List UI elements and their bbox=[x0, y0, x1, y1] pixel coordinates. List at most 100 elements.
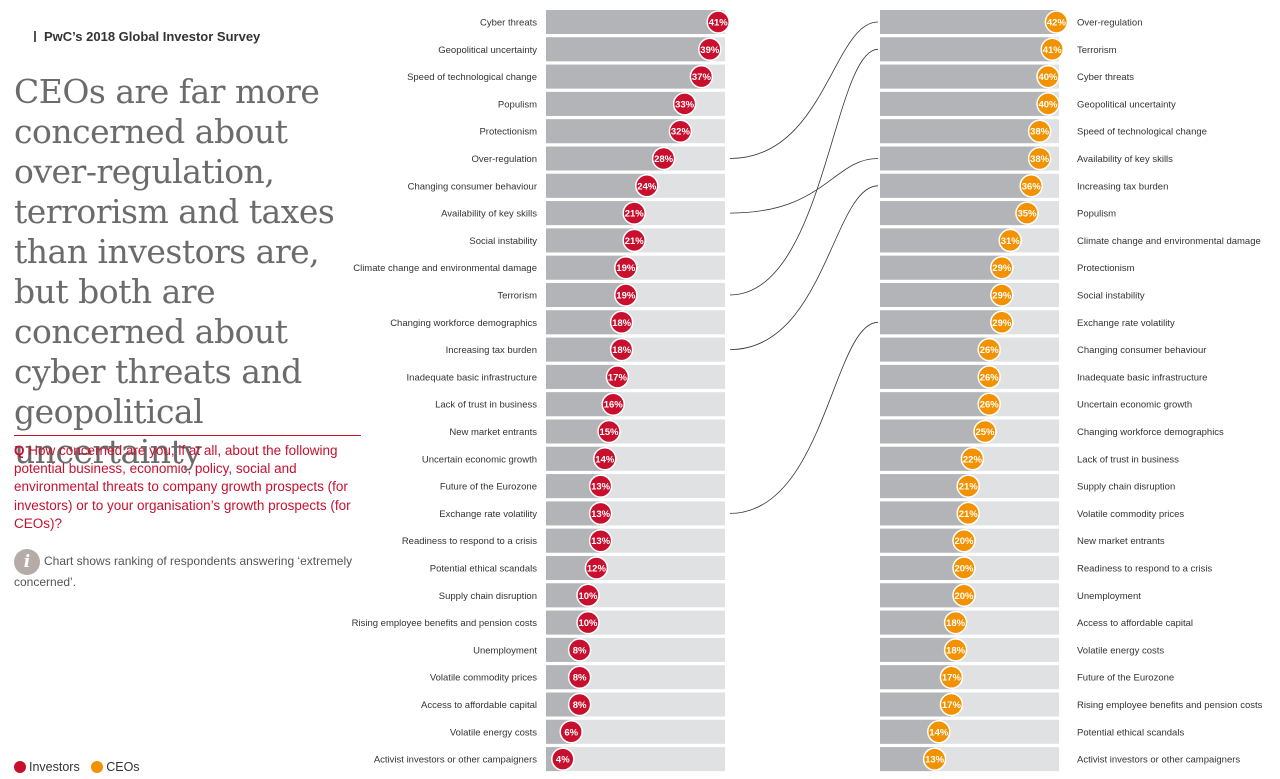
investor-value-label-2: 39% bbox=[700, 45, 720, 56]
investor-value-label-9: 21% bbox=[625, 236, 645, 247]
investor-category-label-18: Future of the Eurozone bbox=[440, 482, 537, 493]
ceo-category-label-13: Changing consumer behaviour bbox=[1077, 345, 1206, 356]
ceo-bar-12 bbox=[880, 310, 1002, 335]
ceo-category-label-6: Availability of key skills bbox=[1077, 154, 1173, 165]
investor-value-marker-21 bbox=[584, 556, 609, 580]
investor-category-label-26: Access to affordable capital bbox=[421, 700, 537, 711]
ceo-category-label-3: Cyber threats bbox=[1077, 72, 1134, 83]
chart-note: i Chart shows ranking of respondents answ… bbox=[14, 549, 394, 589]
investor-category-label-5: Protectionism bbox=[479, 127, 537, 138]
ceo-value-marker-16 bbox=[973, 419, 997, 444]
headline: CEOs are far more concerned about over-r… bbox=[14, 72, 335, 471]
ceo-value-label-11: 29% bbox=[992, 291, 1012, 302]
ceo-value-label-6: 38% bbox=[1030, 154, 1050, 165]
legend: Investors CEOs bbox=[14, 760, 148, 774]
connector-line-4 bbox=[729, 185, 879, 350]
investor-value-label-11: 19% bbox=[616, 291, 636, 302]
ceo-value-marker-26 bbox=[939, 692, 964, 717]
ceo-category-label-27: Potential ethical scandals bbox=[1077, 727, 1184, 738]
connector-line-2 bbox=[729, 48, 879, 296]
legend-item-ceos: CEOs bbox=[91, 760, 140, 774]
ceo-bar-14 bbox=[880, 364, 990, 389]
investor-value-label-27: 6% bbox=[564, 727, 578, 738]
ceo-category-label-2: Terrorism bbox=[1077, 45, 1117, 56]
ceo-value-marker-2 bbox=[1040, 37, 1064, 62]
investor-value-label-8: 21% bbox=[625, 209, 645, 220]
investor-value-marker-14 bbox=[605, 365, 630, 389]
investor-value-marker-12 bbox=[609, 310, 634, 335]
investor-value-marker-6 bbox=[651, 146, 676, 171]
ceo-bar-20 bbox=[880, 528, 964, 553]
investor-value-label-5: 32% bbox=[671, 127, 691, 138]
ceo-value-marker-14 bbox=[977, 365, 1001, 389]
ceo-bar-1 bbox=[880, 10, 1057, 34]
note-text: Chart shows ranking of respondents answe… bbox=[14, 554, 353, 589]
legend-item-investors: Investors bbox=[14, 760, 80, 774]
ceo-value-marker-15 bbox=[977, 392, 1001, 416]
investor-value-marker-20 bbox=[588, 528, 613, 553]
investor-bar-8 bbox=[546, 201, 635, 226]
investor-value-marker-28 bbox=[551, 747, 575, 771]
ceo-bar-9 bbox=[880, 228, 1011, 253]
ceo-value-marker-27 bbox=[927, 720, 951, 744]
investor-value-marker-18 bbox=[588, 474, 613, 498]
ceo-value-marker-23 bbox=[943, 610, 968, 635]
question-prefix: Q bbox=[14, 443, 25, 458]
ceo-category-label-5: Speed of technological change bbox=[1077, 127, 1207, 138]
investor-value-marker-10 bbox=[614, 255, 638, 280]
ceo-category-label-25: Future of the Eurozone bbox=[1077, 673, 1174, 684]
investor-bar-11 bbox=[546, 283, 626, 307]
investor-value-label-22: 10% bbox=[578, 591, 598, 602]
ceo-bar-6 bbox=[880, 146, 1040, 171]
investor-value-marker-17 bbox=[593, 447, 617, 471]
investor-category-label-20: Readiness to respond to a crisis bbox=[402, 536, 537, 547]
investor-value-label-21: 12% bbox=[587, 564, 607, 575]
ceo-value-label-27: 14% bbox=[929, 727, 949, 738]
investor-bar-7 bbox=[546, 173, 647, 198]
investor-value-marker-23 bbox=[576, 610, 600, 635]
investor-value-label-4: 33% bbox=[675, 99, 695, 110]
investor-category-label-7: Changing consumer behaviour bbox=[408, 181, 537, 192]
ceo-value-label-2: 41% bbox=[1043, 45, 1063, 56]
ceo-bar-8 bbox=[880, 201, 1027, 226]
ceo-value-marker-1 bbox=[1044, 10, 1069, 34]
ceo-category-label-9: Climate change and environmental damage bbox=[1077, 236, 1261, 247]
investor-value-marker-15 bbox=[601, 392, 625, 416]
ceo-category-label-16: Changing workforce demographics bbox=[1077, 427, 1224, 438]
ceo-bar-5 bbox=[880, 119, 1040, 144]
investor-value-label-24: 8% bbox=[573, 645, 587, 656]
investor-value-label-3: 37% bbox=[692, 72, 712, 83]
investor-value-marker-11 bbox=[614, 283, 638, 307]
investor-category-label-28: Activist investors or other campaigners bbox=[374, 755, 537, 766]
investor-value-label-19: 13% bbox=[591, 509, 611, 520]
investor-category-label-9: Social instability bbox=[469, 236, 537, 247]
ceo-value-label-18: 21% bbox=[959, 482, 979, 493]
ceo-category-label-17: Lack of trust in business bbox=[1077, 454, 1179, 465]
investor-value-label-7: 24% bbox=[637, 181, 657, 192]
title-bar-mark bbox=[34, 31, 36, 42]
ceo-value-marker-20 bbox=[952, 528, 976, 553]
info-icon: i bbox=[14, 549, 40, 575]
survey-title: PwC’s 2018 Global Investor Survey bbox=[34, 29, 260, 44]
ceo-bar-21 bbox=[880, 556, 964, 580]
ceo-value-label-26: 17% bbox=[942, 700, 962, 711]
ceo-bar-2 bbox=[880, 37, 1053, 62]
connector-line-5 bbox=[729, 321, 879, 514]
ceo-value-marker-18 bbox=[956, 474, 980, 498]
ceo-bar-23 bbox=[880, 610, 956, 635]
investor-category-label-2: Geopolitical uncertainty bbox=[438, 45, 537, 56]
investor-bar-9 bbox=[546, 228, 635, 253]
ceo-bar-3 bbox=[880, 64, 1048, 89]
ceo-value-label-7: 36% bbox=[1022, 181, 1042, 192]
investor-value-label-12: 18% bbox=[612, 318, 632, 329]
ceo-value-label-14: 26% bbox=[980, 372, 1000, 383]
ceo-category-label-8: Populism bbox=[1077, 209, 1116, 220]
investor-category-label-11: Terrorism bbox=[497, 291, 537, 302]
investor-value-label-23: 10% bbox=[578, 618, 598, 629]
ceo-value-label-5: 38% bbox=[1030, 127, 1050, 138]
investor-value-marker-16 bbox=[597, 419, 621, 444]
legend-label-investors: Investors bbox=[29, 760, 80, 774]
ceo-bar-18 bbox=[880, 474, 969, 499]
investor-category-label-14: Inadequate basic infrastructure bbox=[407, 372, 537, 383]
ceo-value-label-15: 26% bbox=[980, 400, 1000, 411]
